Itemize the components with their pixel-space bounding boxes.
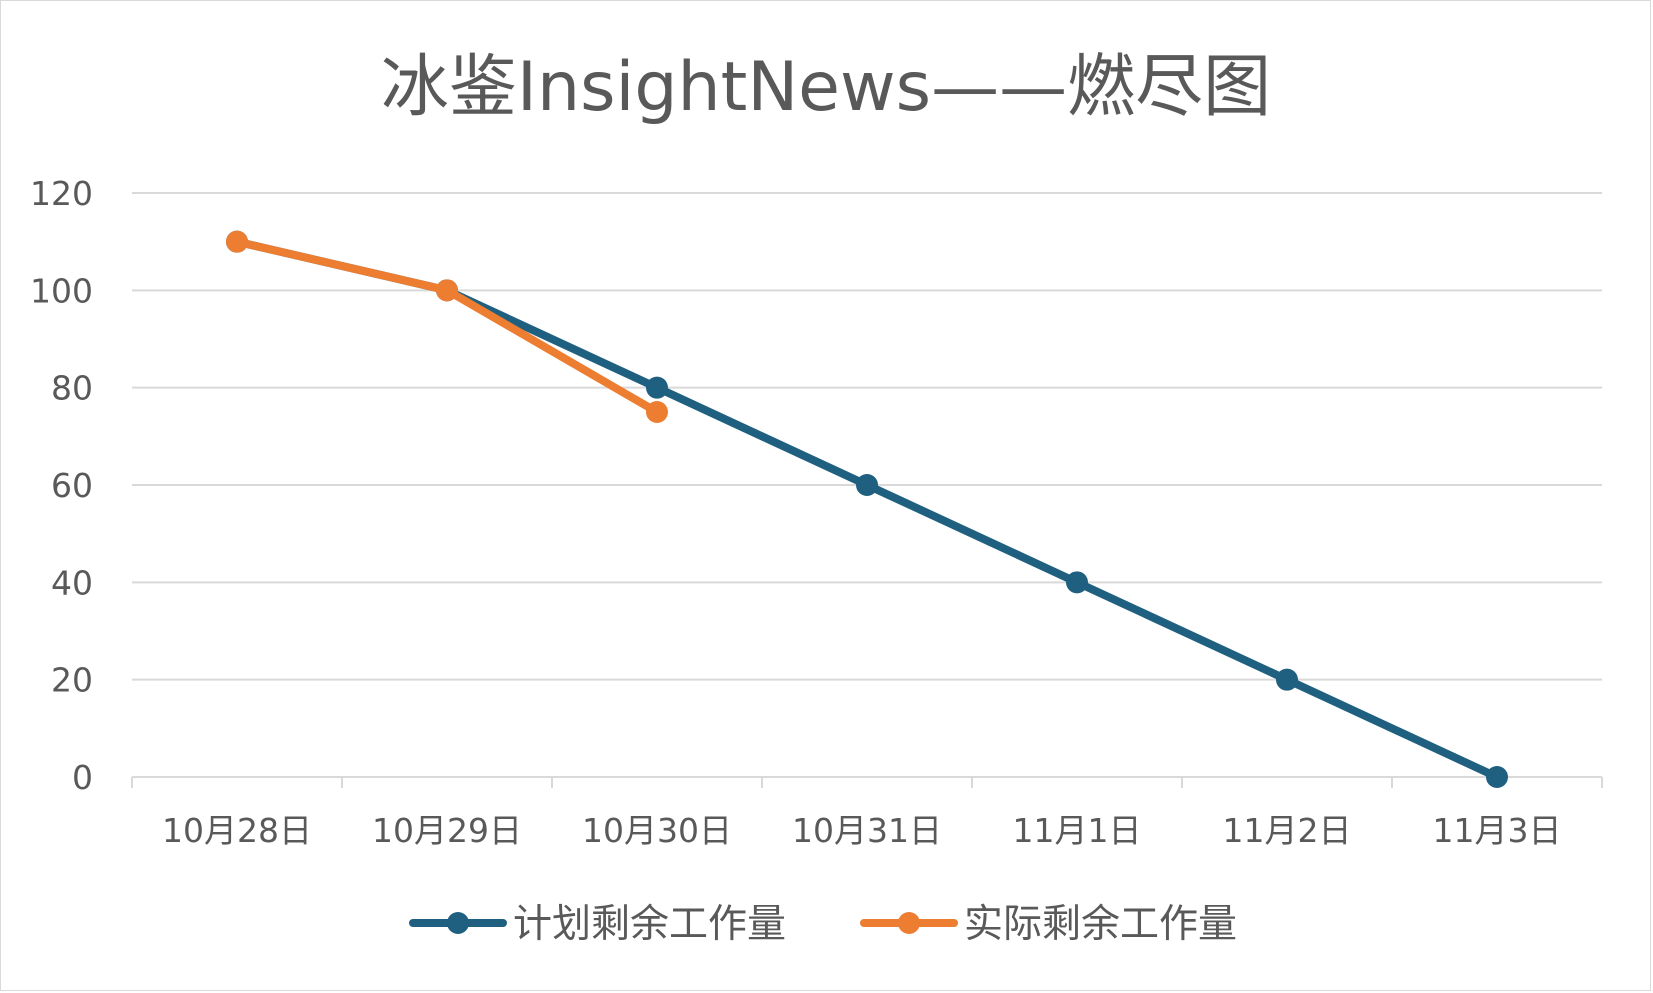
legend-item: 实际剩余工作量 <box>860 902 1237 947</box>
data-point <box>1486 766 1508 788</box>
series-0 <box>226 230 1508 788</box>
legend-item: 计划剩余工作量 <box>409 902 786 947</box>
x-tick-label: 10月29日 <box>372 811 522 850</box>
y-tick-label: 0 <box>72 758 93 797</box>
x-tick-label: 11月3日 <box>1433 811 1562 850</box>
x-tick-label: 10月30日 <box>582 811 732 850</box>
series-lines <box>226 230 1508 788</box>
data-point <box>646 401 668 423</box>
series-line <box>233 237 661 416</box>
data-point <box>226 230 248 253</box>
y-tick-label: 100 <box>30 271 93 310</box>
data-point <box>1276 668 1298 691</box>
legend-label: 实际剩余工作量 <box>964 902 1237 947</box>
y-tick-label: 20 <box>51 661 93 700</box>
y-tick-label: 120 <box>30 174 93 213</box>
y-tick-label: 80 <box>51 369 93 408</box>
series-1 <box>226 230 668 423</box>
gridlines <box>132 192 1602 681</box>
y-tick-label: 40 <box>51 563 93 602</box>
y-axis-ticks: 0 20 40 60 80 100 120 <box>30 174 93 797</box>
x-tick-label: 10月28日 <box>162 811 312 850</box>
data-point <box>1066 571 1088 594</box>
x-tick-label: 10月31日 <box>792 811 942 850</box>
legend-swatch-marker <box>898 912 920 934</box>
x-tick-label: 11月1日 <box>1013 811 1142 850</box>
y-tick-label: 60 <box>51 466 93 505</box>
legend-label: 计划剩余工作量 <box>513 902 786 947</box>
chart-title: 冰鉴InsightNews——燃尽图 <box>381 48 1271 127</box>
x-axis: 10月28日 10月29日 10月30日 10月31日 11月1日 11月2日 11月3日 <box>131 776 1603 850</box>
data-point <box>646 376 668 399</box>
data-point <box>436 279 458 302</box>
series-line <box>233 237 1501 781</box>
legend-swatch-marker <box>447 912 469 934</box>
legend: 计划剩余工作量 实际剩余工作量 <box>409 902 1237 947</box>
x-tick-label: 11月2日 <box>1223 811 1352 850</box>
data-point <box>856 474 878 496</box>
